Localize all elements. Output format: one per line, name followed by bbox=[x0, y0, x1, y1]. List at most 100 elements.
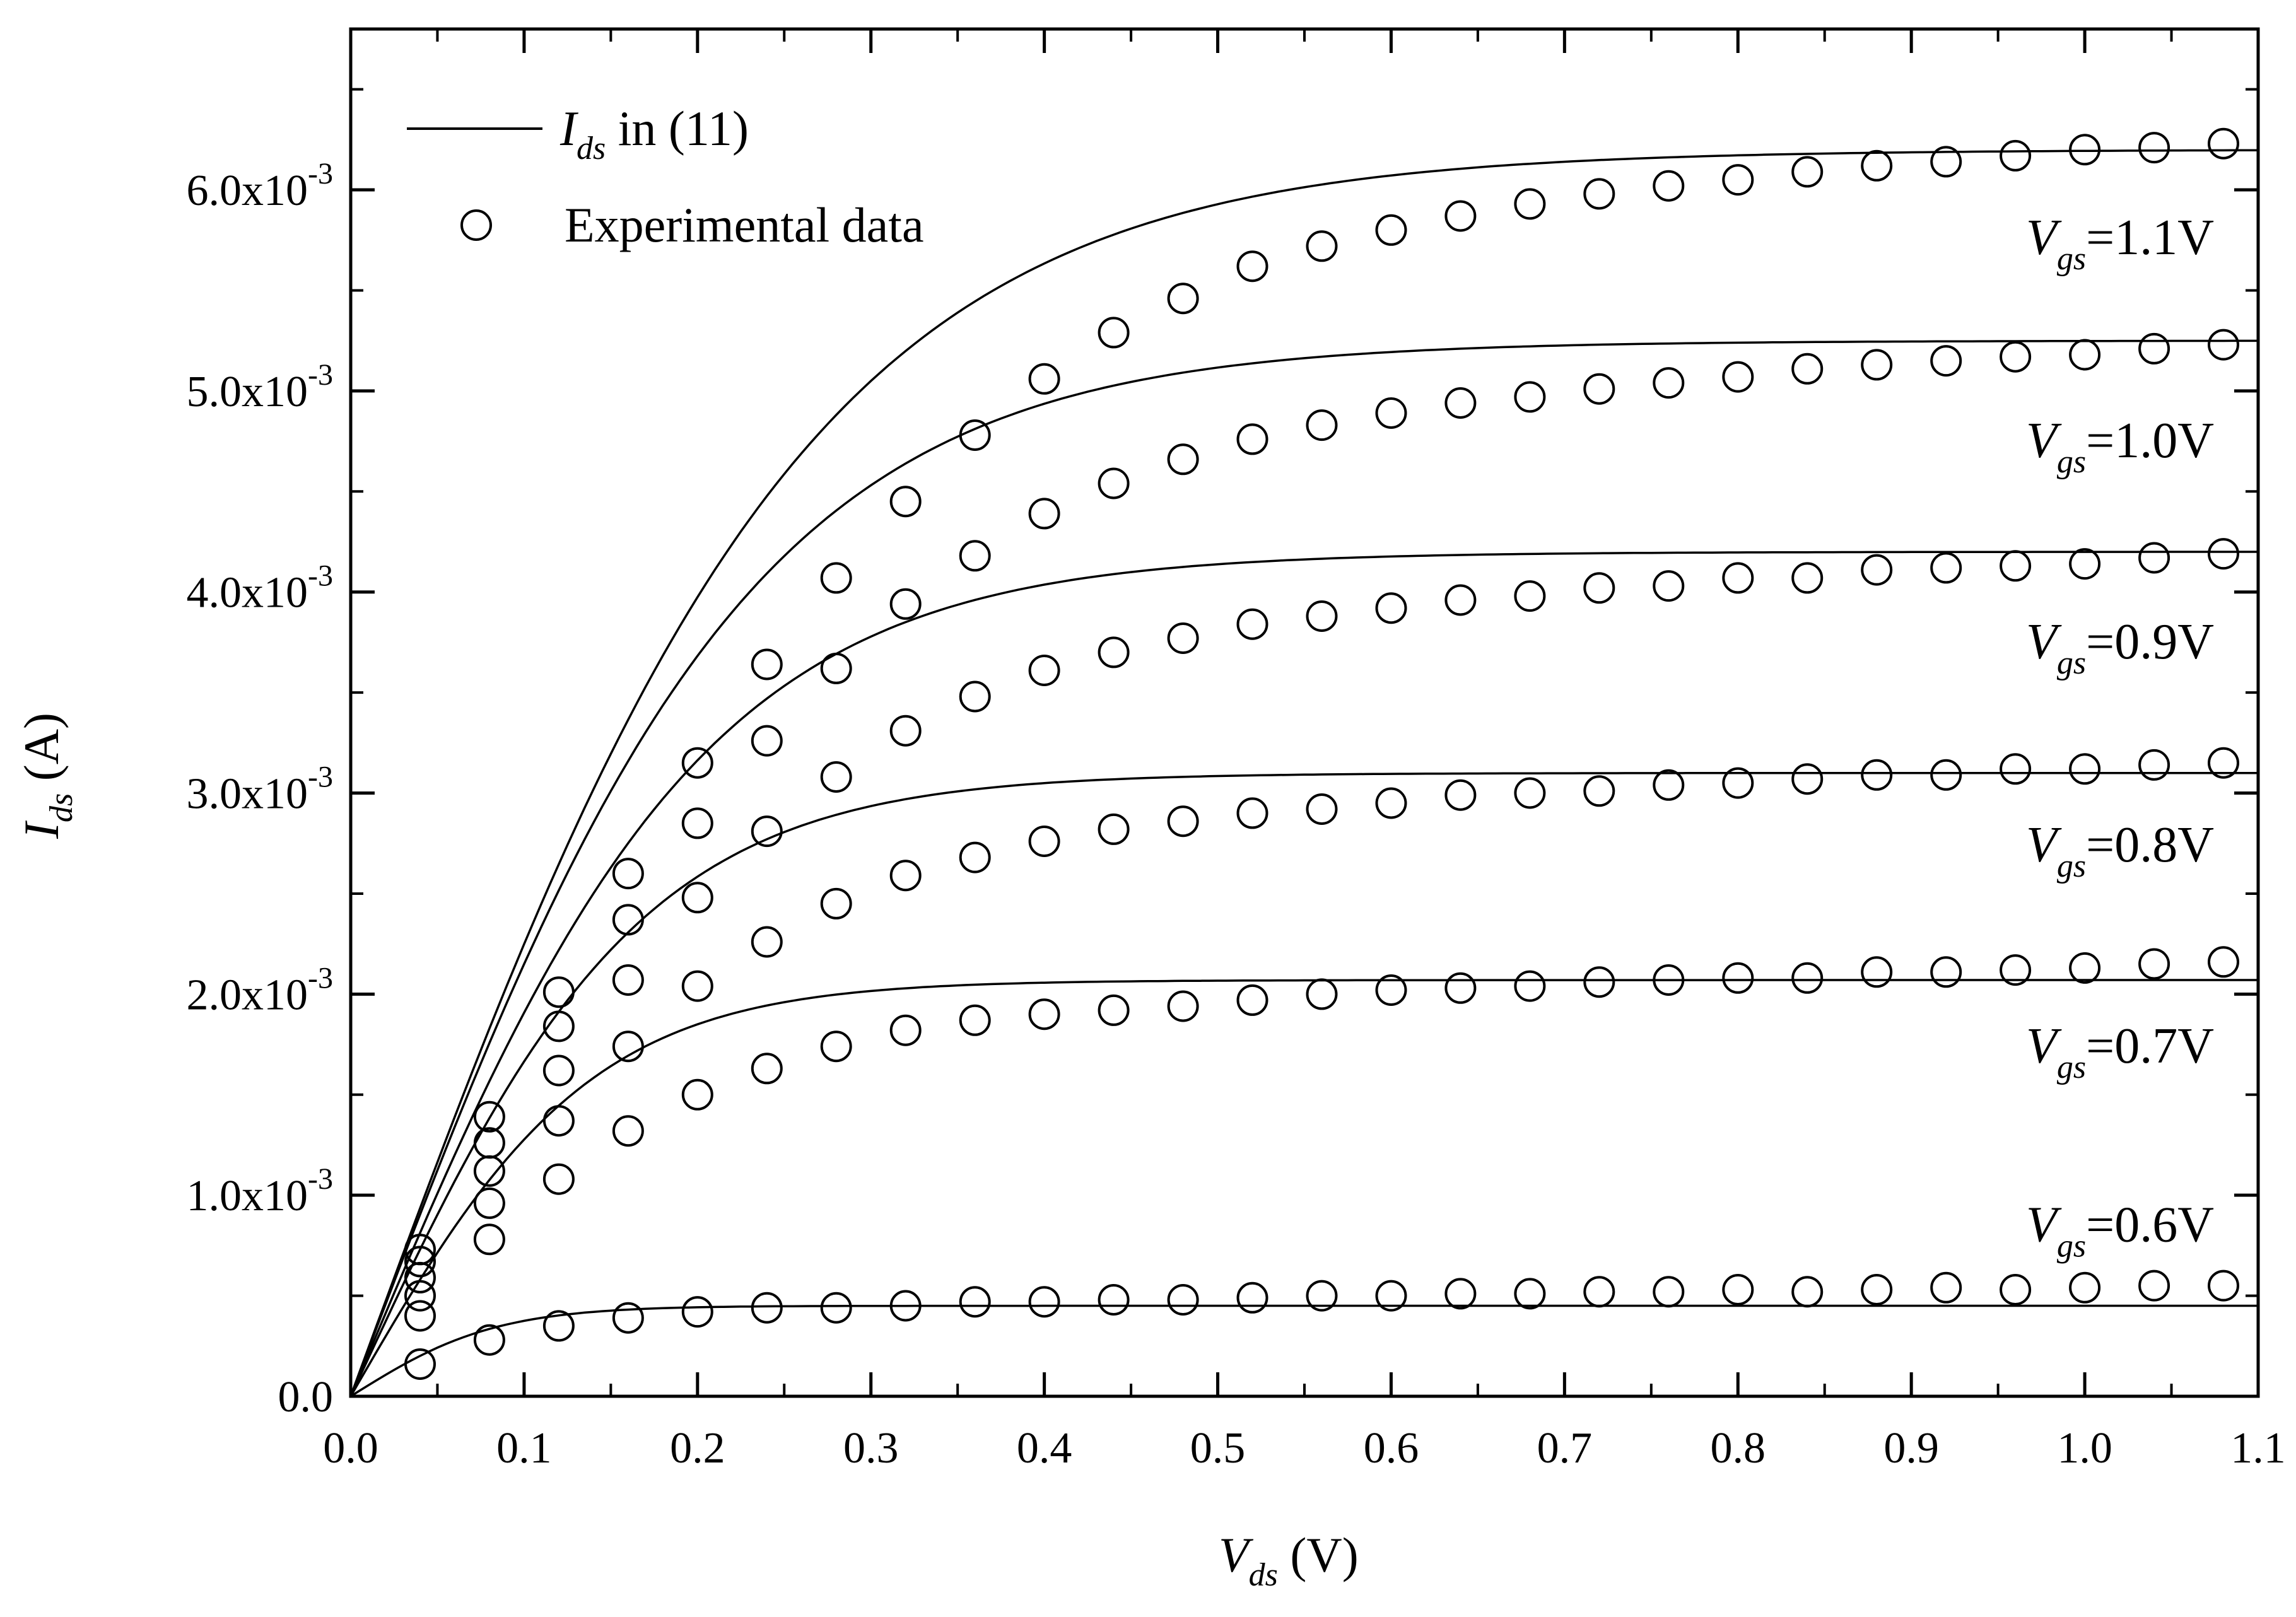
x-tick-label: 0.8 bbox=[1711, 1424, 1766, 1473]
experimental-point bbox=[1861, 956, 1893, 988]
experimental-point bbox=[1236, 250, 1268, 283]
experimental-point bbox=[542, 1105, 575, 1137]
legend-marker-swatch bbox=[460, 209, 492, 241]
experimental-point bbox=[1167, 805, 1199, 838]
experimental-point bbox=[612, 1302, 644, 1334]
experimental-point bbox=[1098, 813, 1130, 845]
experimental-point bbox=[2208, 747, 2239, 779]
experimental-point bbox=[751, 648, 783, 680]
experimental-point bbox=[542, 1010, 575, 1042]
experimental-point bbox=[1306, 1280, 1338, 1312]
experimental-point bbox=[1514, 970, 1546, 1002]
axis-ticks bbox=[349, 29, 2260, 1398]
experimental-point bbox=[681, 882, 713, 914]
model-curve bbox=[349, 149, 2259, 1397]
experimental-point bbox=[889, 1290, 922, 1322]
model-curve bbox=[349, 339, 2258, 1397]
experimental-point bbox=[1722, 164, 1754, 196]
experimental-point bbox=[1514, 580, 1546, 612]
experimental-point bbox=[2069, 339, 2101, 371]
legend-experimental-label: Experimental data bbox=[565, 197, 924, 252]
experimental-point bbox=[820, 1292, 852, 1324]
experimental-point bbox=[1583, 1276, 1615, 1308]
experimental-point bbox=[1444, 1278, 1477, 1310]
experimental-point bbox=[1028, 1286, 1060, 1318]
experimental-point bbox=[1653, 964, 1685, 996]
experimental-point bbox=[1306, 793, 1338, 825]
experimental-point bbox=[1444, 387, 1477, 419]
experimental-point bbox=[1028, 655, 1060, 686]
experimental-point bbox=[751, 1053, 783, 1085]
experimental-point bbox=[1861, 759, 1893, 791]
experimental-point bbox=[542, 1310, 575, 1342]
experimental-point bbox=[612, 964, 644, 996]
y-tick-label: 0.0 bbox=[278, 1373, 334, 1421]
experimental-point bbox=[1930, 759, 1962, 791]
experimental-point bbox=[1375, 787, 1407, 819]
experimental-point bbox=[820, 562, 852, 594]
experimental-point bbox=[1236, 423, 1268, 455]
experimental-point bbox=[542, 1163, 575, 1195]
experimental-point bbox=[1791, 962, 1824, 994]
experimental-point bbox=[681, 970, 713, 1002]
experimental-point bbox=[889, 860, 922, 892]
experimental-point bbox=[1861, 149, 1893, 182]
experimental-point bbox=[1028, 826, 1060, 857]
experimental-point bbox=[959, 540, 991, 572]
y-axis-title: Ids (A) bbox=[14, 713, 79, 839]
experimental-point bbox=[681, 747, 713, 779]
experimental-point bbox=[751, 1292, 783, 1324]
experimental-point bbox=[1098, 1284, 1130, 1316]
experimental-point bbox=[2000, 139, 2032, 172]
x-tick-label: 1.0 bbox=[2057, 1424, 2112, 1473]
experimental-point bbox=[1514, 1278, 1546, 1310]
experimental-point bbox=[1028, 363, 1060, 395]
experimental-point bbox=[681, 1078, 713, 1111]
series-label: Vgs=0.6V bbox=[2026, 1198, 2214, 1264]
experimental-point bbox=[1514, 188, 1546, 220]
experimental-point bbox=[1722, 767, 1754, 799]
experimental-point bbox=[1930, 1271, 1962, 1304]
experimental-point bbox=[1583, 775, 1615, 807]
experimental-point bbox=[473, 1324, 505, 1356]
experimental-point bbox=[1791, 353, 1824, 385]
experimental-point bbox=[1098, 994, 1130, 1026]
experimental-markers bbox=[404, 127, 2239, 1380]
y-tick-label: 2.0x10-3 bbox=[187, 961, 333, 1019]
experimental-point bbox=[404, 1261, 436, 1293]
experimental-point bbox=[1444, 584, 1477, 616]
experimental-point bbox=[2138, 132, 2170, 164]
experimental-point bbox=[751, 926, 783, 958]
experimental-point bbox=[473, 1187, 505, 1219]
experimental-point bbox=[2069, 1271, 2101, 1304]
experimental-point bbox=[1375, 214, 1407, 246]
series-label: Vgs=0.9V bbox=[2026, 614, 2214, 681]
experimental-point bbox=[1861, 554, 1893, 586]
experimental-point bbox=[820, 652, 852, 684]
experimental-point bbox=[751, 725, 783, 757]
experimental-point bbox=[1167, 622, 1199, 654]
experimental-point bbox=[1375, 1280, 1407, 1312]
experimental-point bbox=[1583, 966, 1615, 998]
experimental-point bbox=[1306, 230, 1338, 262]
experimental-point bbox=[1791, 763, 1824, 795]
experimental-point bbox=[2138, 542, 2170, 574]
x-axis-title: Vds (V) bbox=[1219, 1527, 1359, 1593]
model-curve bbox=[349, 771, 2258, 1397]
experimental-point bbox=[1514, 381, 1546, 413]
experimental-point bbox=[473, 1127, 505, 1159]
experimental-point bbox=[473, 1223, 505, 1256]
experimental-point bbox=[1653, 170, 1685, 202]
y-tick-label: 6.0x10-3 bbox=[187, 157, 333, 215]
experimental-point bbox=[542, 1054, 575, 1087]
experimental-point bbox=[1514, 777, 1546, 809]
experimental-point bbox=[1444, 779, 1477, 811]
experimental-point bbox=[889, 588, 922, 620]
x-tick-label: 0.6 bbox=[1364, 1424, 1419, 1473]
experimental-point bbox=[1930, 345, 1962, 377]
experimental-point bbox=[1653, 1276, 1685, 1308]
experimental-point bbox=[2000, 954, 2032, 986]
x-tick-label: 0.2 bbox=[670, 1424, 725, 1473]
experimental-point bbox=[1098, 636, 1130, 668]
experimental-point bbox=[1722, 361, 1754, 393]
